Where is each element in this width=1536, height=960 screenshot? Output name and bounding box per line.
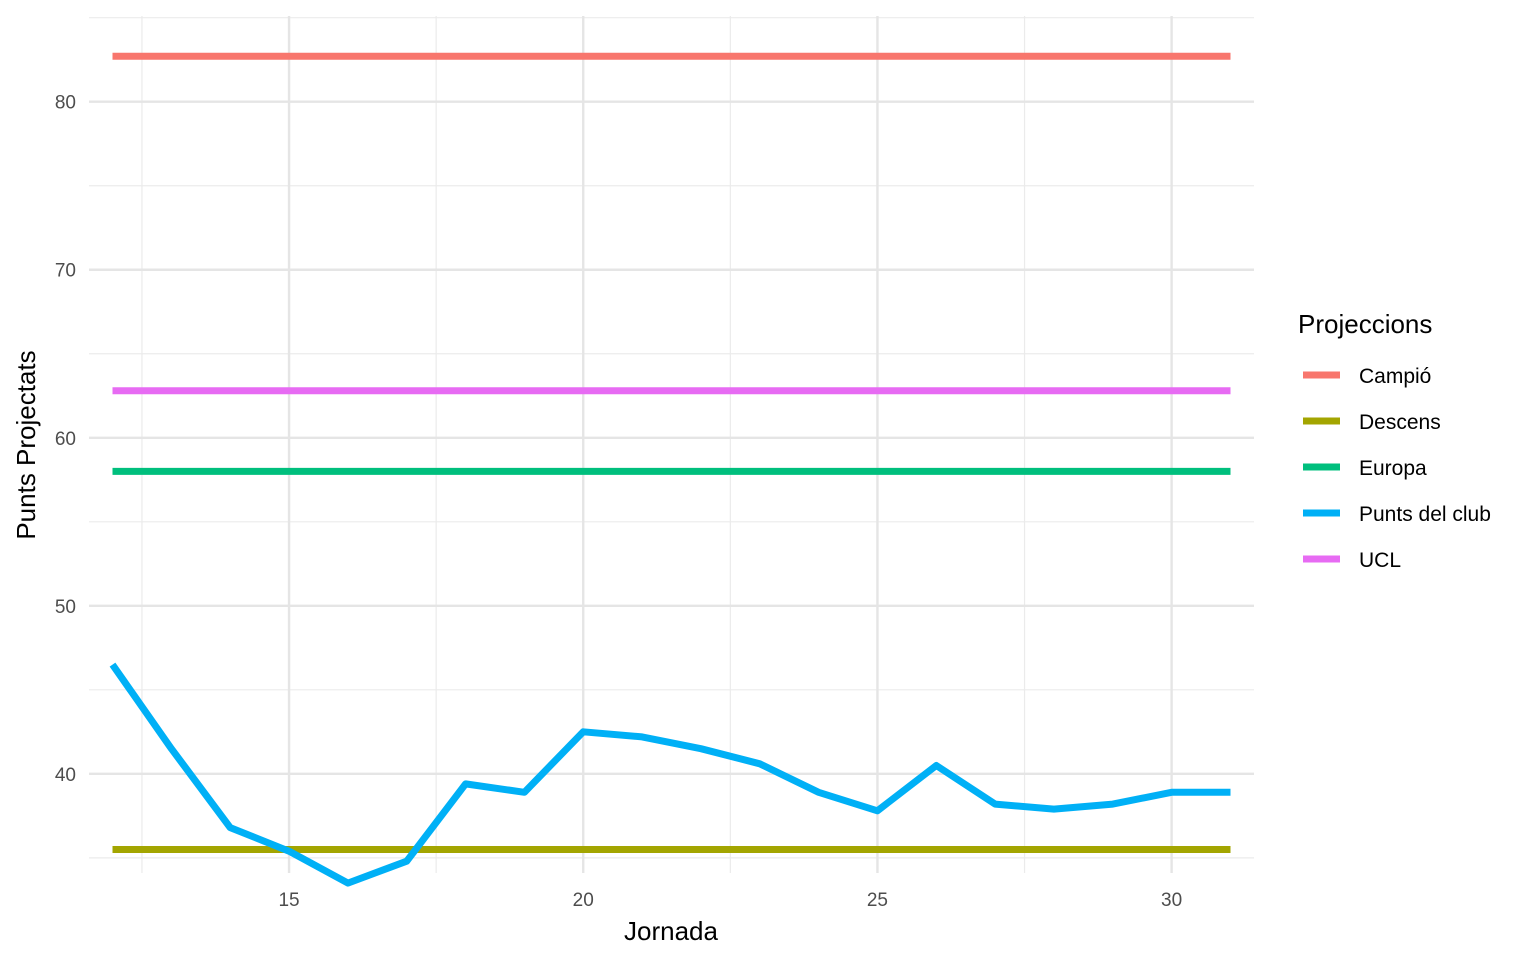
x-axis-ticks: 15 20 25 30 <box>278 890 1182 911</box>
x-tick-label: 30 <box>1161 890 1182 911</box>
legend-label-descens: Descens <box>1359 411 1441 434</box>
y-tick-label: 50 <box>55 597 76 618</box>
legend-title: Projeccions <box>1298 309 1432 339</box>
y-tick-label: 40 <box>55 765 76 786</box>
legend-items: Campió Descens Europa Punts del club UCL <box>1303 365 1491 572</box>
series-lines <box>109 52 1231 887</box>
legend-label-punts-del-club: Punts del club <box>1359 503 1491 526</box>
legend-label-europa: Europa <box>1359 457 1427 480</box>
x-tick-label: 20 <box>573 890 594 911</box>
y-tick-label: 80 <box>55 93 76 114</box>
y-tick-label: 60 <box>55 429 76 450</box>
y-tick-label: 70 <box>55 261 76 282</box>
x-tick-label: 15 <box>278 890 299 911</box>
series-line-punts-del-club <box>109 662 1231 887</box>
grid <box>89 16 1254 873</box>
legend: Projeccions Campió Descens Europa Punts del… <box>1298 309 1491 572</box>
y-axis-ticks: 40 50 60 70 80 <box>55 93 76 786</box>
y-axis-title: Punts Projectats <box>11 350 41 539</box>
x-axis-title: Jornada <box>624 916 718 946</box>
legend-label-ucl: UCL <box>1359 549 1401 572</box>
legend-label-campio: Campió <box>1359 365 1431 388</box>
x-tick-label: 25 <box>867 890 888 911</box>
